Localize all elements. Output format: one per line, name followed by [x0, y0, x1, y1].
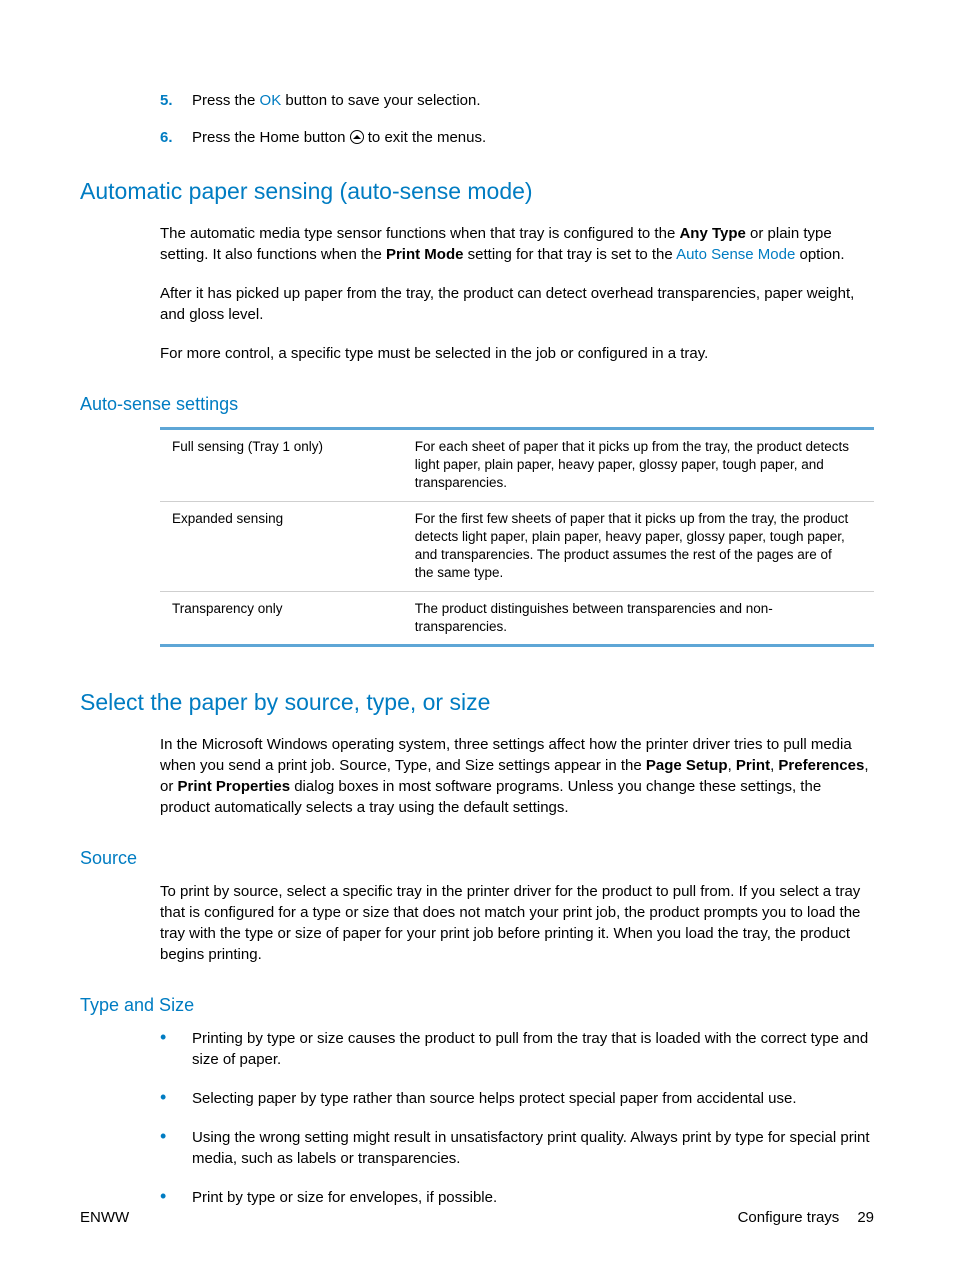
step-number: 5.	[160, 90, 192, 111]
step-6: 6. Press the Home button to exit the men…	[160, 127, 874, 148]
heading-auto-sense: Automatic paper sensing (auto-sense mode…	[80, 178, 874, 205]
heading-select-paper: Select the paper by source, type, or siz…	[80, 689, 874, 716]
table-row: Full sensing (Tray 1 only) For each shee…	[160, 429, 874, 502]
list-item: •Print by type or size for envelopes, if…	[160, 1187, 874, 1208]
table-cell: Transparency only	[160, 591, 403, 645]
paragraph: The automatic media type sensor function…	[80, 223, 874, 265]
table-cell: For each sheet of paper that it picks up…	[403, 429, 874, 502]
subheading-type-size: Type and Size	[80, 995, 874, 1016]
step-text: Press the OK button to save your selecti…	[192, 90, 874, 111]
numbered-steps: 5. Press the OK button to save your sele…	[80, 90, 874, 148]
table-cell: Expanded sensing	[160, 501, 403, 591]
table-cell: The product distinguishes between transp…	[403, 591, 874, 645]
document-page: 5. Press the OK button to save your sele…	[0, 0, 954, 1286]
bullet-icon: •	[160, 1127, 192, 1169]
list-item: •Selecting paper by type rather than sou…	[160, 1088, 874, 1109]
table-cell: For the first few sheets of paper that i…	[403, 501, 874, 591]
bullet-icon: •	[160, 1187, 192, 1208]
ok-link[interactable]: OK	[260, 92, 282, 109]
list-item: •Using the wrong setting might result in…	[160, 1127, 874, 1169]
paragraph: To print by source, select a specific tr…	[80, 881, 874, 965]
table-row: Transparency only The product distinguis…	[160, 591, 874, 645]
paragraph: For more control, a specific type must b…	[80, 343, 874, 364]
table-row: Expanded sensing For the first few sheet…	[160, 501, 874, 591]
subheading-auto-sense-settings: Auto-sense settings	[80, 394, 874, 415]
footer-section: Configure trays	[738, 1209, 840, 1226]
step-text: Press the Home button to exit the menus.	[192, 127, 874, 148]
bullet-list: •Printing by type or size causes the pro…	[80, 1028, 874, 1208]
bullet-icon: •	[160, 1088, 192, 1109]
page-number: 29	[857, 1209, 874, 1226]
list-item: •Printing by type or size causes the pro…	[160, 1028, 874, 1070]
bullet-icon: •	[160, 1028, 192, 1070]
footer-right: Configure trays 29	[738, 1209, 874, 1226]
auto-sense-mode-link[interactable]: Auto Sense Mode	[676, 246, 795, 263]
step-number: 6.	[160, 127, 192, 148]
subheading-source: Source	[80, 848, 874, 869]
auto-sense-table: Full sensing (Tray 1 only) For each shee…	[160, 427, 874, 647]
table-cell: Full sensing (Tray 1 only)	[160, 429, 403, 502]
step-5: 5. Press the OK button to save your sele…	[160, 90, 874, 111]
footer-left: ENWW	[80, 1209, 129, 1226]
home-icon	[350, 130, 364, 144]
page-footer: ENWW Configure trays 29	[80, 1209, 874, 1226]
paragraph: In the Microsoft Windows operating syste…	[80, 734, 874, 818]
paragraph: After it has picked up paper from the tr…	[80, 283, 874, 325]
